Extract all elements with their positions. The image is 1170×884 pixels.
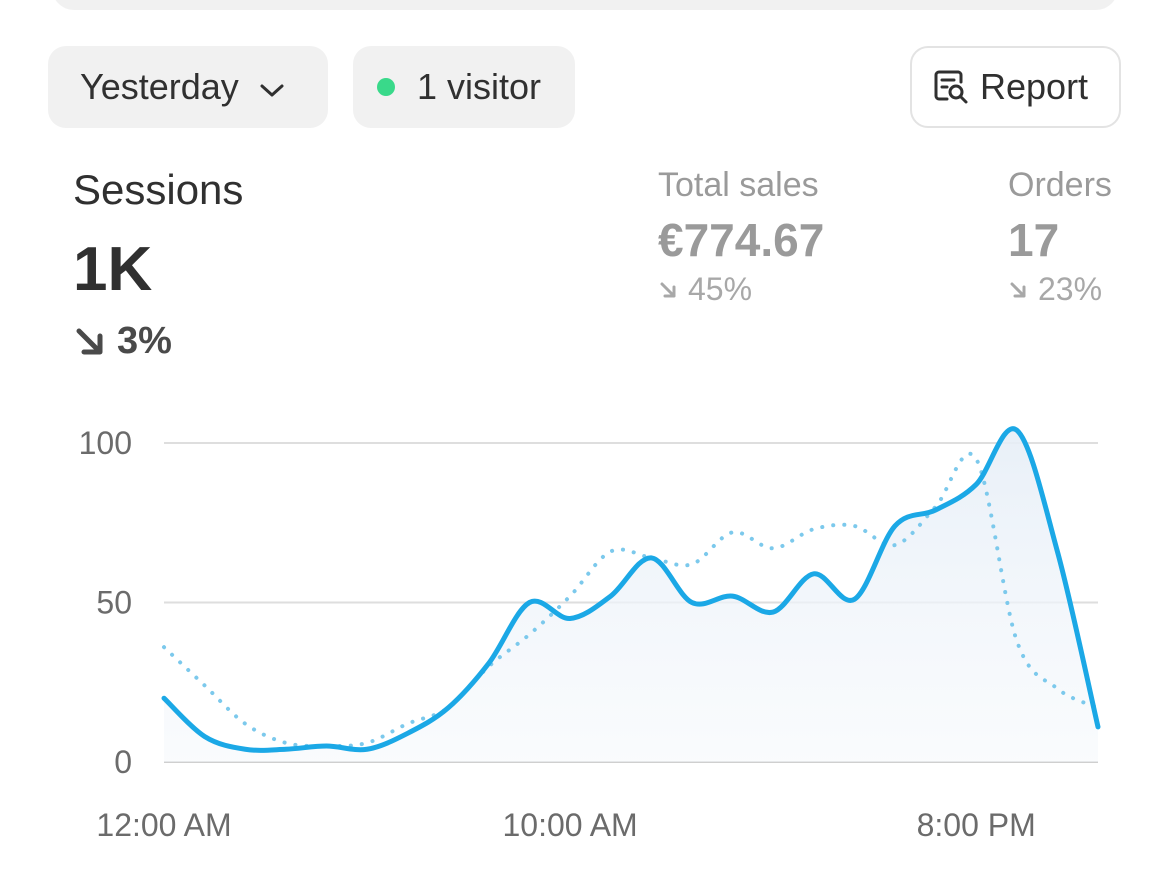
live-status-dot	[377, 78, 395, 96]
sessions-change-value: 3%	[117, 320, 172, 362]
orders-title[interactable]: Orders	[1008, 166, 1112, 204]
arrow-down-right-icon	[1008, 280, 1028, 300]
sessions-title[interactable]: Sessions	[73, 166, 244, 213]
x-tick-label: 10:00 AM	[502, 807, 637, 843]
y-tick-label: 100	[79, 425, 132, 461]
sessions-change: 3%	[73, 320, 172, 363]
report-button[interactable]: Report	[910, 46, 1121, 128]
date-range-label: Yesterday	[80, 66, 239, 107]
live-visitors-button[interactable]: 1 visitor	[353, 46, 575, 128]
orders-value: 17	[1008, 214, 1060, 266]
report-label: Report	[980, 66, 1089, 107]
arrow-down-right-icon	[658, 280, 678, 300]
sessions-chart[interactable]: 0 50 100 12:00 AM 10:00 AM 8:00 PM	[0, 400, 1170, 884]
live-visitors-label: 1 visitor	[417, 66, 542, 107]
sessions-value: 1K	[73, 235, 153, 304]
y-tick-label: 0	[114, 744, 132, 780]
report-search-icon	[932, 68, 970, 106]
date-range-button[interactable]: Yesterday	[48, 46, 328, 128]
search-bar[interactable]	[52, 0, 1118, 10]
arrow-down-right-icon	[73, 325, 107, 359]
x-tick-label: 8:00 PM	[917, 807, 1036, 843]
orders-change: 23%	[1008, 271, 1102, 308]
x-tick-label: 12:00 AM	[96, 807, 231, 843]
total-sales-value: €774.67	[658, 214, 825, 266]
sessions-area-fill	[164, 428, 1098, 762]
total-sales-title[interactable]: Total sales	[658, 166, 819, 204]
y-tick-label: 50	[96, 585, 132, 621]
chevron-down-icon	[259, 66, 285, 108]
current-period-line	[161, 426, 1101, 753]
total-sales-change-value: 45%	[688, 271, 753, 307]
previous-period-line	[162, 451, 1100, 749]
orders-change-value: 23%	[1038, 271, 1103, 307]
total-sales-change: 45%	[658, 271, 752, 308]
